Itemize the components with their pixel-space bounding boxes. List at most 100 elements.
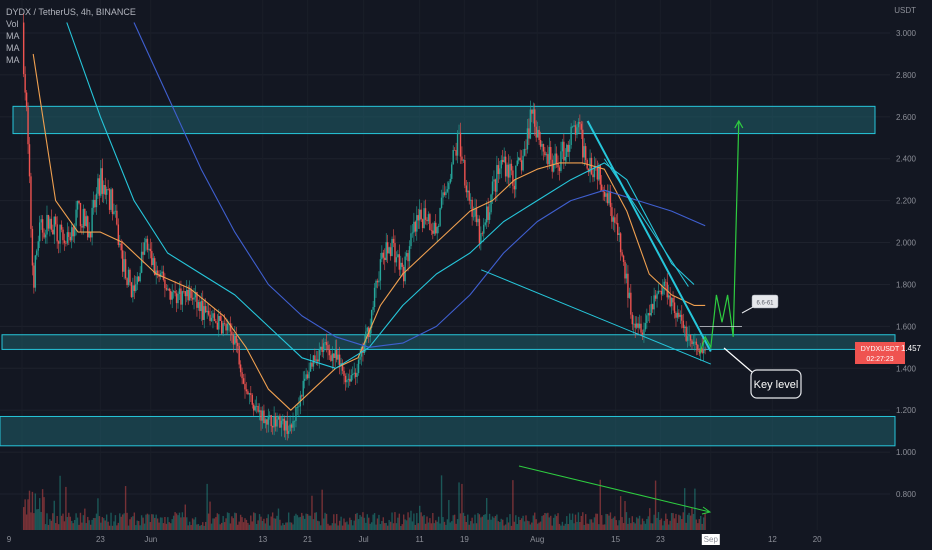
price-tick-10: 1.000: [896, 448, 917, 457]
volume-bar-23: [56, 516, 58, 530]
candle-body-462: [695, 341, 698, 345]
volume-bar-142: [229, 523, 232, 530]
time-tick-10: 23: [656, 535, 665, 544]
candle-body-37: [76, 200, 79, 210]
volume-bar-70: [124, 486, 127, 530]
volume-bar-210: [328, 525, 331, 530]
candle-body-445: [670, 297, 673, 307]
candle-body-374: [567, 144, 569, 152]
candle-body-413: [624, 261, 626, 279]
volume-bar-300: [459, 513, 462, 530]
candle-body-424: [640, 323, 642, 333]
candle-body-161: [257, 405, 259, 412]
candle-body-34: [72, 227, 74, 237]
candle-body-417: [630, 292, 632, 315]
candle-body-352: [535, 126, 537, 138]
candle-body-219: [341, 363, 344, 371]
volume-bar-80: [139, 525, 141, 530]
volume-bar-195: [306, 514, 309, 530]
volume-bar-120: [197, 524, 200, 530]
candle-body-382: [579, 121, 581, 124]
volume-bar-56: [104, 520, 106, 530]
volume-bar-216: [337, 525, 339, 530]
volume-decline-arrow: [518, 465, 712, 515]
volume-bar-19: [50, 520, 53, 530]
candle-body-46: [89, 232, 92, 238]
candle-body-411: [621, 252, 623, 256]
time-tick-11: Sep: [704, 535, 719, 544]
candle-body-12: [40, 219, 42, 223]
candle-body-9: [36, 250, 38, 256]
volume-bar-168: [267, 514, 269, 530]
candle-body-385: [583, 146, 585, 158]
candle-body-122: [200, 300, 203, 312]
countdown-label: 02:27:23: [866, 356, 893, 363]
ma_slow-line: [133, 22, 706, 348]
candle-body-282: [433, 222, 435, 234]
candle-body-153: [245, 389, 248, 392]
volume-bar-217: [338, 520, 341, 530]
candle-body-223: [347, 378, 350, 380]
candle-body-29: [65, 243, 67, 244]
volume-bar-6: [31, 491, 34, 530]
candle-body-426: [643, 329, 645, 335]
volume-bar-445: [670, 512, 673, 530]
candle-body-313: [478, 218, 481, 244]
candle-body-81: [140, 251, 143, 273]
candle-body-194: [305, 374, 307, 379]
candle-body-87: [149, 248, 152, 252]
volume-bar-172: [273, 518, 275, 530]
volume-bar-20: [52, 513, 54, 530]
candle-body-360: [547, 154, 549, 165]
volume-bar-233: [362, 512, 364, 530]
volume-bar-457: [688, 512, 690, 530]
candle-body-241: [373, 287, 376, 308]
volume-bar-339: [516, 524, 518, 530]
candle-body-397: [601, 184, 603, 191]
volume-bar-230: [357, 519, 360, 530]
volume-bar-314: [480, 517, 482, 530]
volume-bar-360: [547, 512, 549, 530]
candle-body-169: [269, 415, 271, 416]
volume-bar-303: [464, 515, 466, 530]
volume-bar-373: [566, 516, 568, 530]
volume-bar-334: [509, 514, 511, 530]
candle-body-102: [171, 292, 173, 300]
volume-bar-385: [583, 524, 585, 530]
candle-body-138: [223, 323, 226, 324]
candle-body-238: [369, 327, 371, 338]
candle-body-281: [432, 230, 434, 234]
candle-body-30: [66, 232, 69, 244]
candle-body-266: [410, 233, 412, 247]
candle-body-39: [79, 202, 82, 227]
volume-bar-380: [576, 521, 578, 530]
volume-bar-73: [129, 519, 131, 530]
candle-body-467: [702, 349, 705, 354]
candle-body-48: [92, 199, 95, 208]
volume-bar-354: [538, 522, 540, 530]
volume-bar-105: [175, 513, 178, 530]
volume-bar-251: [388, 519, 390, 530]
volume-bar-468: [704, 513, 706, 530]
candle-body-75: [132, 285, 134, 298]
candle-body-464: [698, 350, 700, 353]
candle-body-244: [378, 280, 380, 283]
volume-bar-107: [178, 512, 181, 530]
candle-body-86: [148, 248, 150, 250]
volume-bar-126: [206, 483, 208, 530]
candle-body-416: [628, 292, 631, 298]
candle-body-261: [402, 266, 405, 282]
candle-body-59: [108, 189, 111, 210]
candle-body-330: [503, 156, 505, 163]
volume-bar-408: [617, 525, 619, 530]
candle-body-380: [576, 127, 578, 135]
candle-body-315: [481, 233, 484, 234]
volume-bar-463: [697, 523, 699, 530]
candle-body-182: [287, 431, 290, 434]
volume-bar-122: [200, 524, 203, 530]
candle-body-458: [689, 334, 692, 341]
candle-body-386: [584, 146, 587, 160]
time-tick-5: Jul: [358, 535, 368, 544]
candle-body-10: [37, 241, 39, 251]
